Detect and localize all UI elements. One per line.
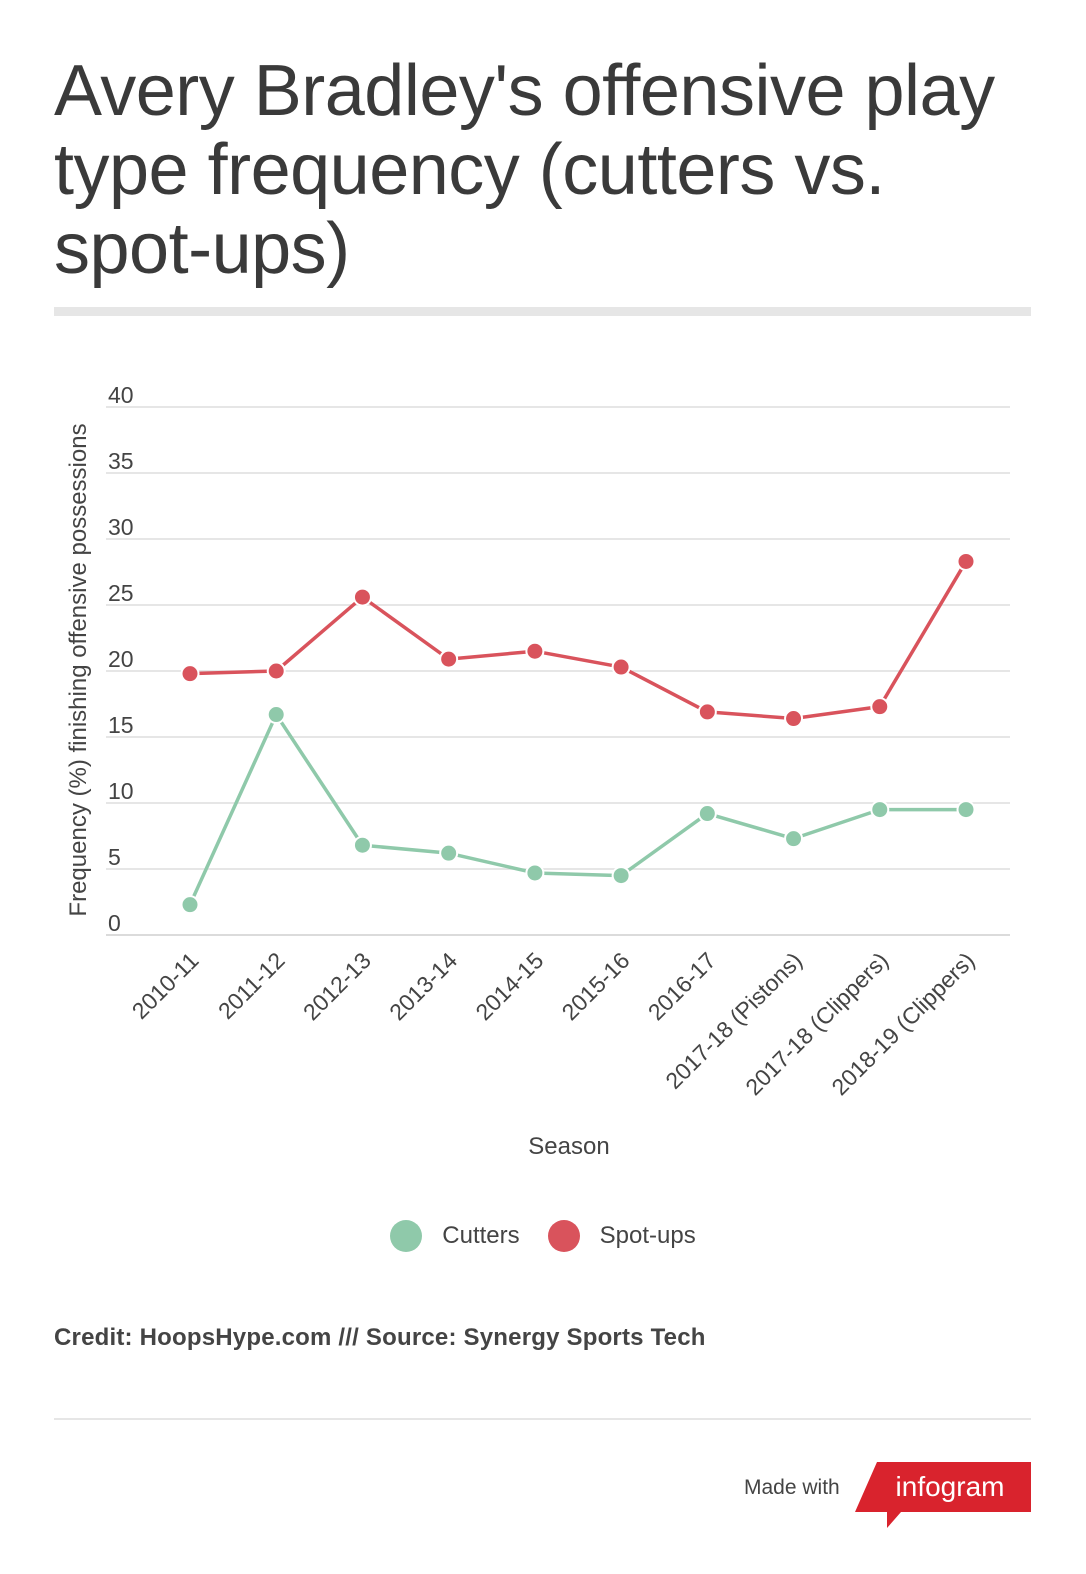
infogram-brand-text: infogram	[895, 1471, 1005, 1502]
y-tick-label: 25	[108, 580, 134, 606]
footer-divider	[54, 1418, 1031, 1420]
legend-label-spot-ups: Spot-ups	[599, 1222, 696, 1249]
legend-swatch-spot-ups	[547, 1220, 580, 1252]
x-tick-label: 2016-17	[643, 947, 721, 1025]
x-tick-label: 2014-15	[470, 947, 548, 1025]
x-tick-label: 2017-18 (Clippers)	[740, 947, 893, 1100]
spot-ups-point[interactable]	[525, 641, 545, 661]
series-points	[180, 551, 976, 915]
legend-label-cutters: Cutters	[442, 1222, 520, 1249]
y-tick-label: 5	[108, 844, 121, 870]
spot-ups-point[interactable]	[870, 697, 890, 717]
cutters-point[interactable]	[439, 843, 459, 863]
spot-ups-point[interactable]	[611, 657, 631, 677]
cutters-point[interactable]	[266, 705, 286, 725]
legend-item-spot-ups[interactable]: Spot-ups	[547, 1220, 696, 1252]
x-tick-label: 2012-13	[298, 947, 376, 1025]
series-lines	[188, 560, 968, 906]
y-axis-label: Frequency (%) finishing offensive posses…	[65, 423, 92, 916]
cutters-point[interactable]	[697, 804, 717, 824]
cutters-point[interactable]	[352, 835, 372, 855]
spot-ups-point[interactable]	[180, 664, 200, 684]
made-with-text: Made with	[744, 1476, 840, 1499]
infogram-logo[interactable]: infogram	[855, 1462, 1031, 1530]
spot-ups-point[interactable]	[266, 661, 286, 681]
credit-text: Credit: HoopsHype.com /// Source: Synerg…	[54, 1324, 706, 1351]
spot-ups-line	[189, 560, 968, 721]
y-tick-label: 10	[108, 778, 134, 804]
legend: Cutters Spot-ups	[0, 1220, 1086, 1252]
spot-ups-point[interactable]	[956, 551, 976, 571]
y-tick-label: 20	[108, 646, 134, 672]
y-tick-label: 0	[108, 910, 121, 936]
cutters-line	[188, 712, 966, 906]
y-axis-ticks: 0 5 10 15 20 25 30 35 40	[108, 382, 134, 936]
spot-ups-point[interactable]	[784, 709, 804, 729]
cutters-point[interactable]	[525, 863, 545, 883]
cutters-point[interactable]	[611, 866, 631, 886]
cutters-point[interactable]	[956, 800, 976, 820]
x-tick-label: 2015-16	[557, 947, 635, 1025]
spot-ups-point[interactable]	[352, 587, 372, 607]
chart-title: Avery Bradley's offensive play type freq…	[54, 51, 995, 289]
y-tick-label: 35	[108, 448, 134, 474]
title-divider	[54, 307, 1031, 316]
cutters-point[interactable]	[180, 895, 200, 915]
y-tick-label: 40	[108, 382, 134, 408]
spot-ups-point[interactable]	[439, 649, 459, 669]
infogram-logo-shape-icon	[855, 1462, 1031, 1528]
x-tick-label: 2010-11	[127, 947, 204, 1024]
cutters-point[interactable]	[784, 829, 804, 849]
x-tick-label: 2011-12	[213, 947, 290, 1024]
x-tick-label: 2018-19 (Clippers)	[826, 947, 979, 1100]
y-tick-label: 15	[108, 712, 134, 738]
x-tick-label: 2013-14	[384, 947, 462, 1025]
y-tick-label: 30	[108, 514, 134, 540]
x-axis-ticks: 2010-11 2011-12 2012-13 2013-14 2014-15 2015-…	[127, 947, 980, 1100]
x-axis-label: Season	[528, 1133, 609, 1160]
cutters-point[interactable]	[870, 800, 890, 820]
spot-ups-point[interactable]	[697, 702, 717, 722]
legend-swatch-cutters	[390, 1220, 423, 1252]
legend-item-cutters[interactable]: Cutters	[390, 1220, 520, 1252]
